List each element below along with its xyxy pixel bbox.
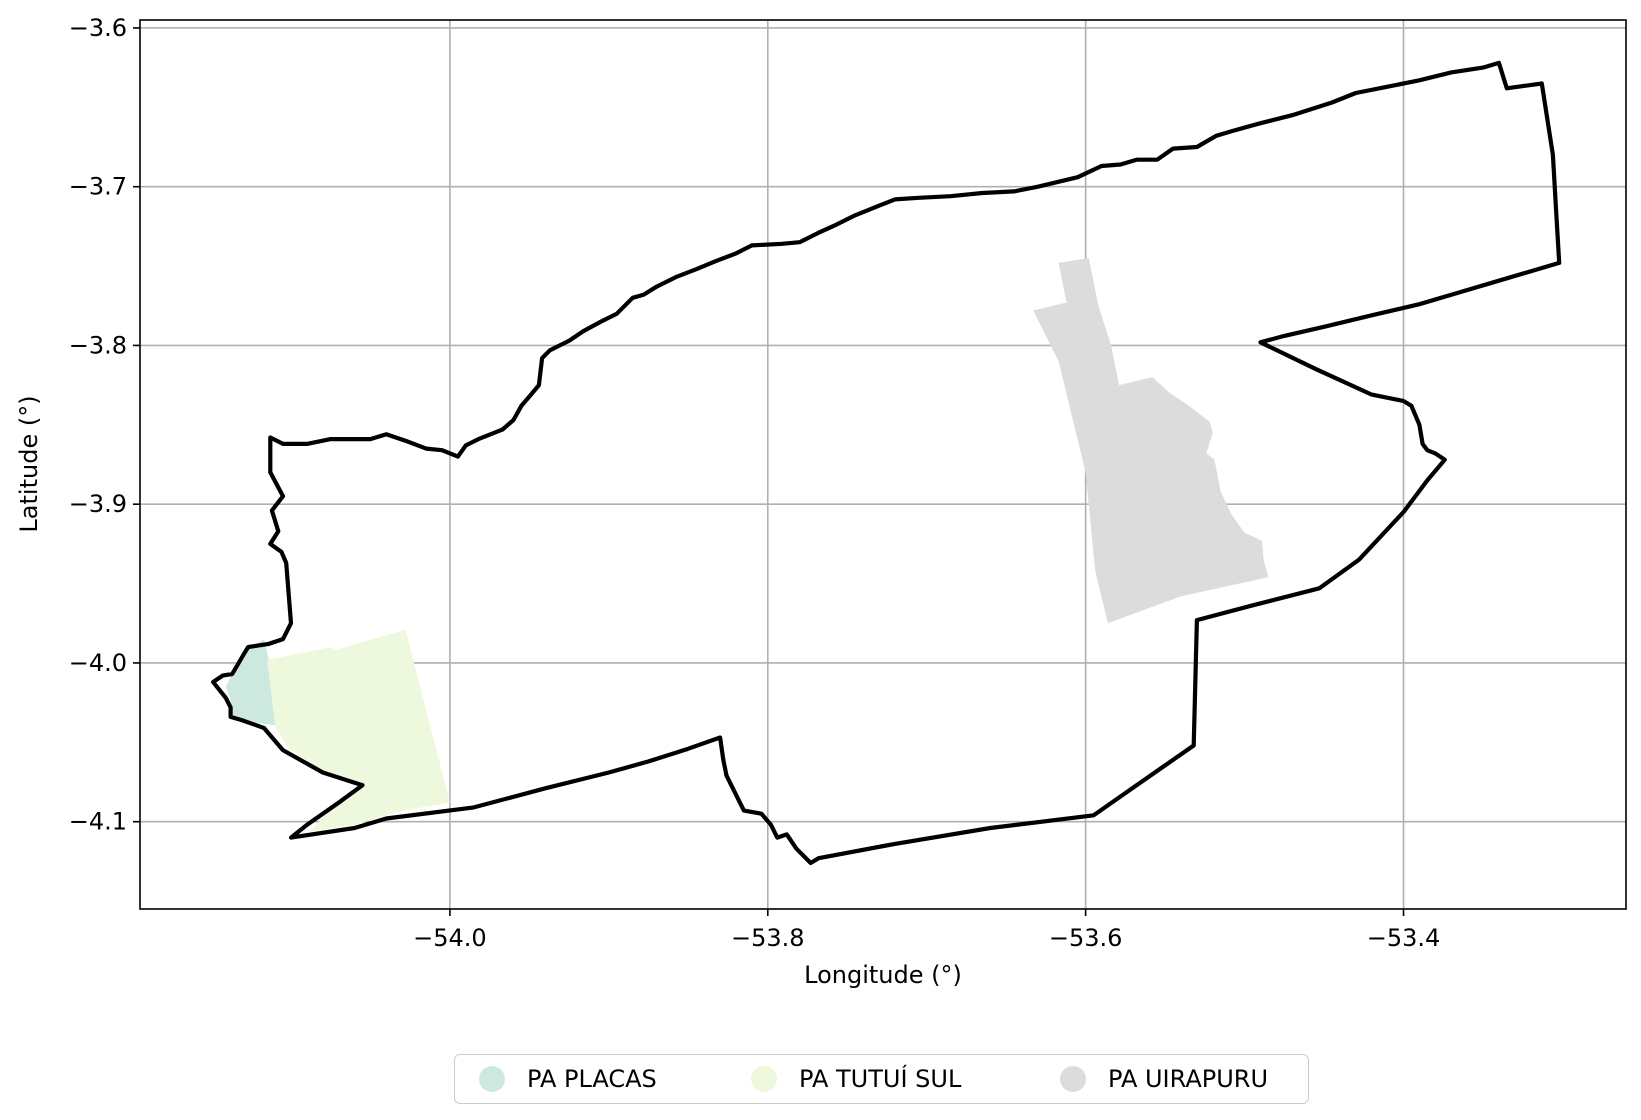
x-axis-title: Longitude (°) xyxy=(804,961,962,989)
axis-ticks: −54.0 −53.8 −53.6 −53.4 −3.6 −3.7 −3.8 −3.9 −4.0… xyxy=(69,14,1441,952)
legend: PA PLACAS PA TUTUÍ SUL PA UIRAPURU xyxy=(454,1054,1309,1104)
y-tick-label: −3.7 xyxy=(69,173,127,201)
legend-label-pa-tutui-sul: PA TUTUÍ SUL xyxy=(799,1065,962,1093)
region-pa-uirapuru xyxy=(1033,258,1269,624)
y-tick-label: −3.6 xyxy=(69,14,127,42)
y-tick-label: −3.9 xyxy=(69,490,127,518)
legend-item-pa-uirapuru: PA UIRAPURU xyxy=(1060,1055,1268,1103)
x-tick-label: −53.8 xyxy=(731,924,805,952)
y-tick-label: −4.1 xyxy=(69,808,127,836)
x-tick-label: −54.0 xyxy=(413,924,487,952)
x-tick-label: −53.6 xyxy=(1049,924,1123,952)
municipality-boundary xyxy=(211,60,1562,866)
legend-swatch-pa-tutui-sul xyxy=(751,1066,777,1092)
legend-swatch-pa-placas xyxy=(479,1066,505,1092)
plot-frame xyxy=(139,19,1627,910)
y-axis-title: Latitude (°) xyxy=(15,395,43,532)
legend-item-pa-placas: PA PLACAS xyxy=(479,1055,657,1103)
y-tick-label: −3.8 xyxy=(69,331,127,359)
legend-label-pa-uirapuru: PA UIRAPURU xyxy=(1108,1065,1269,1093)
boundary xyxy=(211,60,1562,866)
x-tick-label: −53.4 xyxy=(1367,924,1441,952)
legend-label-pa-placas: PA PLACAS xyxy=(527,1065,657,1093)
legend-swatch-pa-uirapuru xyxy=(1060,1066,1086,1092)
legend-item-pa-tutui-sul: PA TUTUÍ SUL xyxy=(751,1055,961,1103)
region-pa-tutui-sul xyxy=(267,629,450,832)
y-tick-label: −4.0 xyxy=(69,649,127,677)
